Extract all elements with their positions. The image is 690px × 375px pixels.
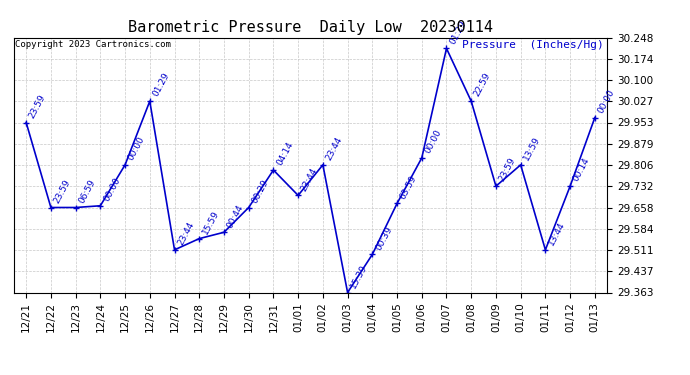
- Text: 15:39: 15:39: [349, 262, 369, 290]
- Text: 04:14: 04:14: [275, 140, 295, 167]
- Text: 00:14: 00:14: [571, 156, 591, 183]
- Text: 23:44: 23:44: [324, 135, 344, 162]
- Text: 15:59: 15:59: [201, 209, 221, 236]
- Text: 23:59: 23:59: [28, 93, 48, 120]
- Text: 63:59: 63:59: [398, 174, 419, 201]
- Text: Pressure  (Inches/Hg): Pressure (Inches/Hg): [462, 40, 604, 50]
- Text: 01:29: 01:29: [151, 72, 171, 98]
- Title: Barometric Pressure  Daily Low  20230114: Barometric Pressure Daily Low 20230114: [128, 20, 493, 35]
- Text: 23:59: 23:59: [52, 178, 72, 205]
- Text: 13:44: 13:44: [546, 220, 566, 247]
- Text: 00:00: 00:00: [423, 128, 443, 155]
- Text: 01:29: 01:29: [448, 19, 468, 46]
- Text: 00:39: 00:39: [374, 225, 394, 252]
- Text: 06:59: 06:59: [77, 178, 97, 205]
- Text: 00:00: 00:00: [101, 176, 122, 203]
- Text: 00:00: 00:00: [596, 88, 616, 115]
- Text: 22:59: 22:59: [473, 72, 493, 98]
- Text: 23:44: 23:44: [299, 166, 319, 193]
- Text: 00:00: 00:00: [126, 135, 146, 162]
- Text: 00:29: 00:29: [250, 178, 270, 205]
- Text: 00:44: 00:44: [226, 202, 246, 229]
- Text: 23:44: 23:44: [176, 220, 196, 247]
- Text: 23:59: 23:59: [497, 156, 518, 183]
- Text: Copyright 2023 Cartronics.com: Copyright 2023 Cartronics.com: [15, 40, 171, 49]
- Text: 13:59: 13:59: [522, 135, 542, 162]
